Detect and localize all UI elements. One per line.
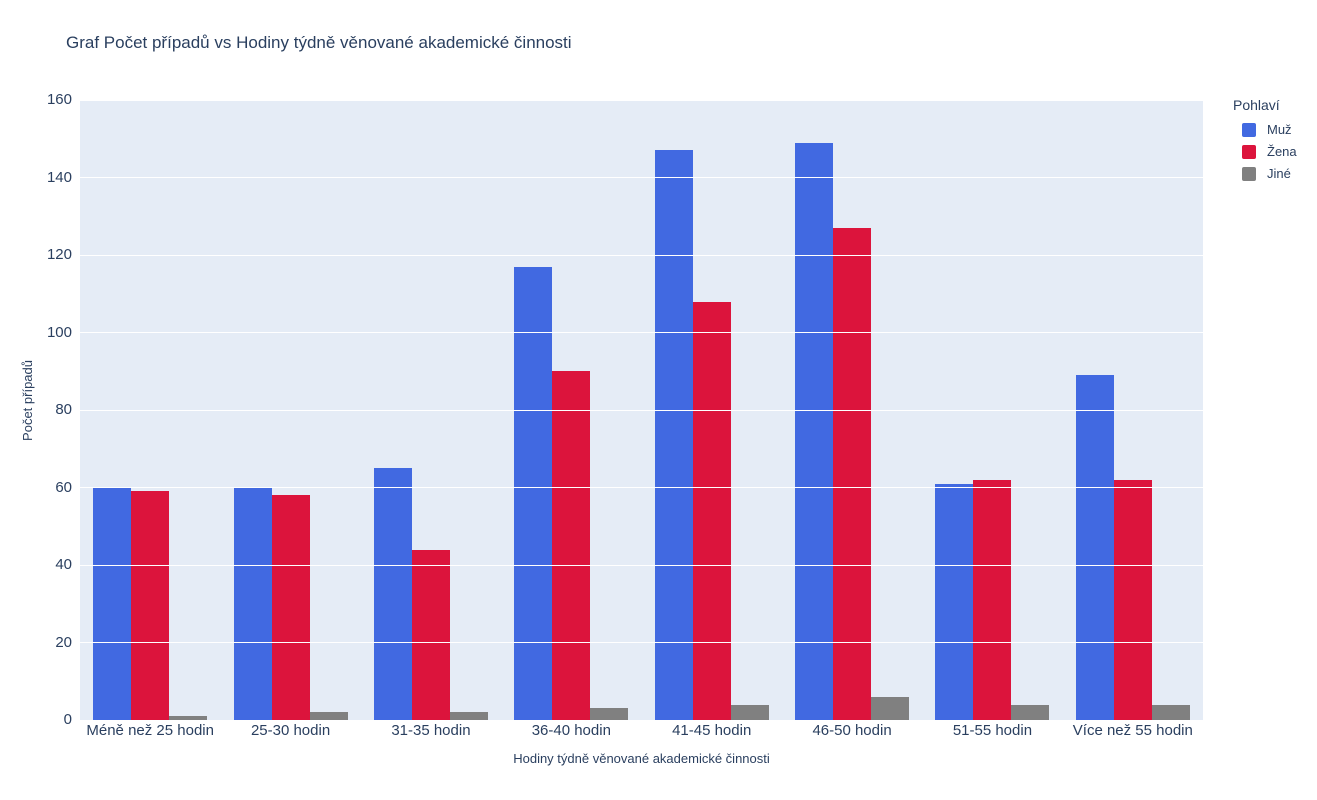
bar-jine-25-30-hodin[interactable]	[309, 712, 348, 720]
plot-area	[80, 99, 1203, 720]
bar-group-31-35-hodin	[361, 100, 501, 720]
bar-group-46-50-hodin	[782, 100, 922, 720]
x-tick-label-51-55-hodin: 51-55 hodin	[952, 722, 1033, 739]
gridline-y-100	[80, 332, 1203, 333]
x-tick-label-36-40-hodin: 36-40 hodin	[531, 722, 611, 739]
x-tick-label-vice-nez-55-hodin: Více než 55 hodin	[1072, 722, 1193, 739]
bar-group-25-30-hodin	[220, 100, 360, 720]
bar-group-vice-nez-55-hodin	[1063, 100, 1203, 720]
bar-group-mene-nez-25-hodin	[80, 100, 220, 720]
chart-title: Graf Počet případů vs Hodiny týdně věnov…	[66, 33, 572, 52]
legend-swatch-muz	[1242, 122, 1256, 137]
x-axis-title: Hodiny týdně věnované akademické činnost…	[513, 751, 770, 766]
gridline-y-60	[80, 487, 1203, 488]
gridline-y-20	[80, 642, 1203, 643]
bar-zena-25-30-hodin[interactable]	[271, 495, 310, 720]
x-tick-label-mene-nez-25-hodin: Méně než 25 hodin	[86, 722, 214, 739]
bar-zena-41-45-hodin[interactable]	[692, 301, 731, 720]
legend-label-muz: Muž	[1267, 122, 1292, 137]
gridline-y-40	[80, 564, 1203, 566]
y-tick-label-60: 60	[55, 478, 72, 496]
bar-muz-31-35-hodin[interactable]	[373, 468, 412, 720]
bar-jine-41-45-hodin[interactable]	[730, 704, 769, 720]
y-tick-label-80: 80	[55, 401, 72, 418]
y-tick-label-120: 120	[46, 246, 72, 263]
x-tick-label-31-35-hodin: 31-35 hodin	[391, 722, 471, 739]
gridline-y-80	[80, 409, 1203, 411]
y-tick-label-40: 40	[55, 556, 72, 573]
bar-zena-vice-nez-55-hodin[interactable]	[1113, 479, 1152, 720]
bar-group-36-40-hodin	[501, 100, 641, 720]
bar-zena-mene-nez-25-hodin[interactable]	[131, 491, 170, 720]
bar-muz-51-55-hodin[interactable]	[935, 483, 974, 720]
bar-jine-46-50-hodin[interactable]	[871, 696, 910, 720]
legend-item-jine[interactable]: Jiné	[1233, 166, 1297, 181]
bar-jine-vice-nez-55-hodin[interactable]	[1151, 704, 1190, 720]
legend-item-zena[interactable]: Žena	[1233, 144, 1297, 159]
bar-zena-31-35-hodin[interactable]	[411, 549, 450, 720]
bar-zena-46-50-hodin[interactable]	[833, 227, 872, 720]
bar-jine-51-55-hodin[interactable]	[1011, 704, 1050, 720]
bar-muz-41-45-hodin[interactable]	[654, 150, 693, 720]
bar-muz-36-40-hodin[interactable]	[514, 266, 553, 720]
bar-muz-25-30-hodin[interactable]	[233, 487, 272, 720]
bar-zena-36-40-hodin[interactable]	[552, 371, 591, 720]
bar-jine-36-40-hodin[interactable]	[590, 708, 629, 720]
bar-groups	[80, 100, 1203, 720]
gridline-y-140	[80, 177, 1203, 178]
gridline-y-160	[80, 99, 1203, 101]
legend-label-zena: Žena	[1267, 144, 1297, 159]
x-tick-label-46-50-hodin: 46-50 hodin	[812, 722, 892, 739]
legend-swatch-zena	[1242, 144, 1256, 159]
legend-item-muz[interactable]: Muž	[1233, 122, 1297, 137]
legend-label-jine: Jiné	[1267, 166, 1291, 181]
legend: Pohlaví Muž Žena Jiné	[1233, 97, 1297, 188]
y-tick-label-20: 20	[55, 633, 72, 651]
legend-swatch-jine	[1242, 166, 1256, 181]
y-tick-label-160: 160	[46, 91, 72, 108]
x-tick-label-25-30-hodin: 25-30 hodin	[250, 722, 331, 739]
y-tick-label-100: 100	[46, 323, 72, 341]
gridline-y-120	[80, 254, 1203, 256]
bar-jine-31-35-hodin[interactable]	[449, 712, 488, 720]
bar-jine-mene-nez-25-hodin[interactable]	[169, 716, 208, 720]
bar-muz-vice-nez-55-hodin[interactable]	[1075, 375, 1114, 720]
bar-zena-51-55-hodin[interactable]	[973, 479, 1012, 720]
legend-title: Pohlaví	[1233, 97, 1280, 113]
bar-muz-mene-nez-25-hodin[interactable]	[93, 487, 132, 720]
y-tick-label-0: 0	[63, 711, 72, 728]
legend-items: Muž Žena Jiné	[1233, 122, 1297, 181]
bar-group-41-45-hodin	[642, 100, 782, 720]
bar-group-51-55-hodin	[922, 100, 1062, 720]
x-tick-label-41-45-hodin: 41-45 hodin	[672, 722, 752, 739]
bar-muz-46-50-hodin[interactable]	[795, 142, 834, 720]
y-tick-label-140: 140	[46, 168, 72, 186]
